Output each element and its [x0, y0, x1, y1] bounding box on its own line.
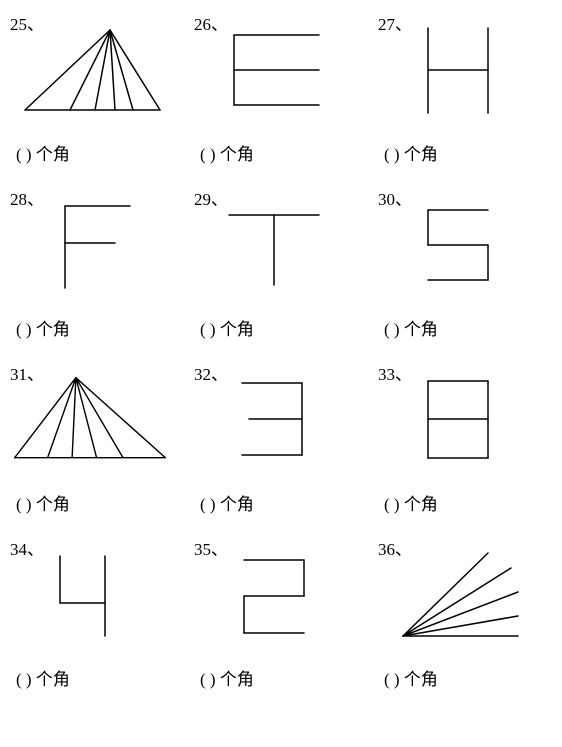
- question-number: 32、: [194, 360, 228, 385]
- figure-svg: [219, 200, 329, 290]
- question-cell: 29、 ( ) 个角: [194, 185, 368, 340]
- question-cell: 28、 ( ) 个角: [10, 185, 184, 340]
- figure-svg: [40, 198, 140, 293]
- question-number: 25、: [10, 10, 44, 35]
- question-number: 30、: [378, 185, 412, 210]
- figure-svg: [40, 548, 140, 643]
- answer-blank: ( ) 个角: [200, 665, 254, 690]
- answer-blank: ( ) 个角: [384, 315, 438, 340]
- question-number: 29、: [194, 185, 228, 210]
- question-number: 36、: [378, 535, 412, 560]
- question-number: 28、: [10, 185, 44, 210]
- answer-blank: ( ) 个角: [16, 490, 70, 515]
- figure-svg: [408, 200, 508, 290]
- figure-svg: [10, 370, 170, 470]
- answer-blank: ( ) 个角: [16, 665, 70, 690]
- question-number: 33、: [378, 360, 412, 385]
- answer-blank: ( ) 个角: [200, 490, 254, 515]
- figure-svg: [408, 373, 508, 468]
- question-cell: 30、 ( ) 个角: [378, 185, 552, 340]
- figure-svg: [15, 25, 165, 115]
- answer-blank: ( ) 个角: [16, 315, 70, 340]
- answer-blank: ( ) 个角: [16, 140, 70, 165]
- question-number: 34、: [10, 535, 44, 560]
- question-cell: 26、 ( ) 个角: [194, 10, 368, 165]
- answer-blank: ( ) 个角: [384, 665, 438, 690]
- question-number: 27、: [378, 10, 412, 35]
- answer-blank: ( ) 个角: [384, 140, 438, 165]
- question-number: 35、: [194, 535, 228, 560]
- answer-blank: ( ) 个角: [384, 490, 438, 515]
- figure-svg: [393, 548, 523, 643]
- question-number: 31、: [10, 360, 44, 385]
- answer-blank: ( ) 个角: [200, 315, 254, 340]
- question-cell: 35、 ( ) 个角: [194, 535, 368, 690]
- question-cell: 32、 ( ) 个角: [194, 360, 368, 515]
- question-number: 26、: [194, 10, 228, 35]
- question-cell: 36、 ( ) 个角: [378, 535, 552, 690]
- answer-blank: ( ) 个角: [200, 140, 254, 165]
- figure-svg: [224, 548, 324, 643]
- figure-svg: [408, 23, 508, 118]
- question-cell: 34、 ( ) 个角: [10, 535, 184, 690]
- figure-svg: [224, 373, 324, 468]
- question-cell: 31、 ( ) 个角: [10, 360, 184, 515]
- question-cell: 33、 ( ) 个角: [378, 360, 552, 515]
- question-cell: 25、 ( ) 个角: [10, 10, 184, 165]
- question-cell: 27、 ( ) 个角: [378, 10, 552, 165]
- figure-svg: [214, 25, 334, 115]
